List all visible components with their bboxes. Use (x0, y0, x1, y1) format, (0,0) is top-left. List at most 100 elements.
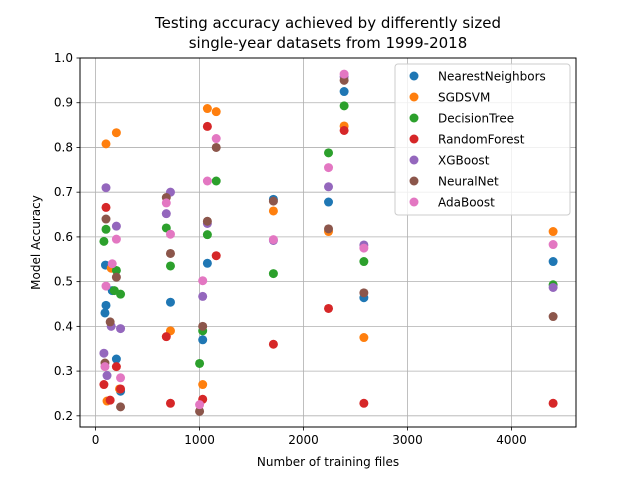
data-point (198, 291, 208, 301)
data-point (268, 235, 278, 245)
legend-marker (409, 92, 419, 102)
legend-marker (409, 176, 419, 186)
data-point (339, 69, 349, 79)
y-tick-label: 0.2 (54, 409, 73, 423)
legend-label: XGBoost (438, 154, 490, 168)
data-point (324, 197, 334, 207)
data-point (324, 303, 334, 313)
data-point (211, 134, 221, 144)
data-point (111, 265, 121, 275)
data-point (99, 380, 109, 390)
data-point (202, 176, 212, 186)
data-point (359, 257, 369, 267)
data-point (111, 354, 121, 364)
data-point (198, 276, 208, 286)
data-point (161, 198, 171, 208)
data-point (111, 272, 121, 282)
legend-item-randomforest: RandomForest (409, 133, 525, 147)
data-point (101, 224, 111, 234)
y-tick-label: 0.6 (54, 230, 73, 244)
y-tick-label: 1.0 (54, 51, 73, 65)
data-point (324, 148, 334, 158)
data-point (165, 229, 175, 239)
legend-item-decisiontree: DecisionTree (409, 112, 514, 126)
data-point (99, 348, 109, 358)
data-point (102, 371, 112, 381)
data-point (100, 308, 110, 318)
series-adaboost-points (100, 69, 558, 410)
legend-marker (409, 71, 419, 81)
y-tick-label: 0.9 (54, 96, 73, 110)
legend-item-neuralnet: NeuralNet (409, 175, 499, 189)
data-point (198, 321, 208, 331)
data-point (165, 261, 175, 271)
data-point (268, 196, 278, 206)
data-point (101, 202, 111, 212)
data-point (111, 362, 121, 372)
data-point (195, 400, 205, 410)
data-point (324, 163, 334, 173)
data-point (116, 373, 126, 383)
data-point (359, 243, 369, 253)
data-point (548, 240, 558, 250)
chart-title-line-2: single-year datasets from 1999-2018 (189, 34, 468, 52)
data-point (107, 259, 117, 269)
data-point (195, 406, 205, 416)
data-point (339, 75, 349, 85)
data-point (116, 402, 126, 412)
data-point (99, 236, 109, 246)
data-point (548, 282, 558, 292)
data-point (339, 101, 349, 111)
data-point (268, 269, 278, 279)
data-point (202, 216, 212, 226)
legend-item-xgboost: XGBoost (409, 154, 490, 168)
data-point (324, 224, 334, 234)
legend-marker (409, 134, 419, 144)
data-point (359, 333, 369, 343)
data-point (324, 182, 334, 192)
x-tick-label: 3000 (392, 433, 423, 447)
y-tick-label: 0.5 (54, 275, 73, 289)
data-point (111, 128, 121, 138)
data-point (202, 258, 212, 268)
x-tick-label: 4000 (496, 433, 527, 447)
data-point (339, 125, 349, 135)
x-tick-label: 0 (92, 433, 100, 447)
data-point (268, 339, 278, 349)
data-point (105, 395, 115, 405)
y-tick-label: 0.3 (54, 364, 73, 378)
legend-label: NeuralNet (438, 175, 499, 189)
data-point (165, 297, 175, 307)
data-point (548, 257, 558, 267)
data-point (359, 398, 369, 408)
data-point (101, 139, 111, 149)
data-point (211, 251, 221, 261)
data-point (101, 183, 111, 193)
data-point (195, 358, 205, 368)
legend-label: SGDSVM (438, 91, 490, 105)
y-tick-label: 0.7 (54, 185, 73, 199)
series-neuralnet-points (100, 75, 558, 416)
data-point (339, 87, 349, 97)
axis-ticks: 0 1000 2000 3000 4000 0.2 0.3 0.4 0.5 0.6 0.7 0.8 0.… (54, 51, 527, 447)
y-axis-label: Model Accuracy (29, 195, 43, 290)
data-point (548, 398, 558, 408)
legend-marker (409, 113, 419, 123)
legend: NearestNeighbors SGDSVM DecisionTree Random… (394, 63, 571, 216)
data-point (202, 104, 212, 114)
data-point (165, 248, 175, 258)
data-points (99, 69, 558, 416)
data-point (211, 142, 221, 152)
data-point (101, 300, 111, 310)
legend-box (394, 63, 571, 216)
data-point (198, 335, 208, 345)
data-point (211, 107, 221, 117)
x-tick-label: 2000 (288, 433, 319, 447)
x-axis-label: Number of training files (257, 455, 399, 469)
data-point (101, 214, 111, 224)
data-point (111, 234, 121, 244)
data-point (165, 398, 175, 408)
data-point (202, 230, 212, 240)
